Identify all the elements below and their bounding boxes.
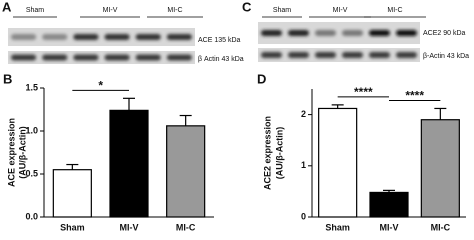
group-label: Sham <box>26 7 44 14</box>
blot-band <box>261 30 282 36</box>
blot-strip <box>8 28 195 46</box>
band-label: ACE2 90 kDa <box>423 30 466 37</box>
blot-band <box>135 34 161 40</box>
x-tick-label: MI-V <box>380 222 399 232</box>
y-tick-label: 0.0 <box>25 211 38 221</box>
blot-band <box>369 52 390 58</box>
blot-band <box>396 52 417 58</box>
blot-band <box>288 30 309 36</box>
blot-band <box>342 52 363 58</box>
x-tick-label: MI-V <box>120 222 139 232</box>
blot-band <box>42 54 68 61</box>
y-tick-label: 2 <box>301 109 306 119</box>
x-tick-label: Sham <box>325 222 350 232</box>
blot-band <box>11 34 37 40</box>
y-tick-label: 0.5 <box>25 168 38 178</box>
significance-label: * <box>98 78 103 92</box>
y-axis-label: ACE2 expression <box>262 116 272 190</box>
group-label: MI-V <box>103 7 118 14</box>
blot-band <box>104 34 130 40</box>
significance-label: **** <box>354 85 373 99</box>
blot-band <box>342 30 363 36</box>
x-tick-label: Sham <box>60 222 85 232</box>
bar <box>109 109 149 218</box>
blot-band <box>288 52 309 58</box>
y-axis-label: ACE expression <box>6 118 16 187</box>
blot-band <box>315 52 336 58</box>
group-label: MI-C <box>167 7 182 14</box>
panel-label: A <box>2 0 12 14</box>
bar <box>166 125 206 218</box>
blot-band <box>261 52 282 58</box>
band-label: β-Actin 43 kDa <box>423 53 469 60</box>
bar <box>420 119 460 218</box>
blot-strip <box>258 22 420 44</box>
blot-band <box>315 30 336 36</box>
x-tick-label: MI-C <box>431 222 451 232</box>
panel-label: D <box>257 71 266 86</box>
blot-band <box>369 30 390 36</box>
y-axis-label: (AU/β-Actin) <box>17 126 27 178</box>
panel-label: C <box>242 0 252 14</box>
band-label: ACE 135 kDa <box>198 37 241 44</box>
group-label: MI-V <box>333 7 348 14</box>
y-tick-label: 1.5 <box>25 82 38 92</box>
y-tick-label: 0 <box>301 211 306 221</box>
bar <box>52 169 92 218</box>
band-label: β Actin 43 kDa <box>198 56 244 63</box>
blot-strip <box>8 51 195 64</box>
blot-band <box>135 54 161 61</box>
blot-band <box>73 34 99 40</box>
panel-label: B <box>3 71 12 86</box>
figure: A Sham MI-V MI-C ACE 135 kDa β Actin 43 kDa C S… <box>2 0 469 232</box>
y-tick-label: 1.0 <box>25 125 38 135</box>
bar <box>318 107 358 218</box>
x-tick-label: MI-C <box>176 222 196 232</box>
group-label: Sham <box>273 7 291 14</box>
blot-band <box>73 54 99 61</box>
blot-band <box>166 54 192 61</box>
blot-band <box>11 54 37 61</box>
y-tick-label: 1 <box>301 160 306 170</box>
blot-band <box>166 34 192 40</box>
blot-band <box>42 34 68 40</box>
blot-band <box>396 30 417 36</box>
bar <box>369 191 409 218</box>
blot-strip <box>258 48 420 62</box>
group-label: MI-C <box>387 7 402 14</box>
blot-band <box>104 54 130 61</box>
significance-label: **** <box>405 89 424 103</box>
y-axis-label: (AU/β-Actin) <box>274 127 284 179</box>
